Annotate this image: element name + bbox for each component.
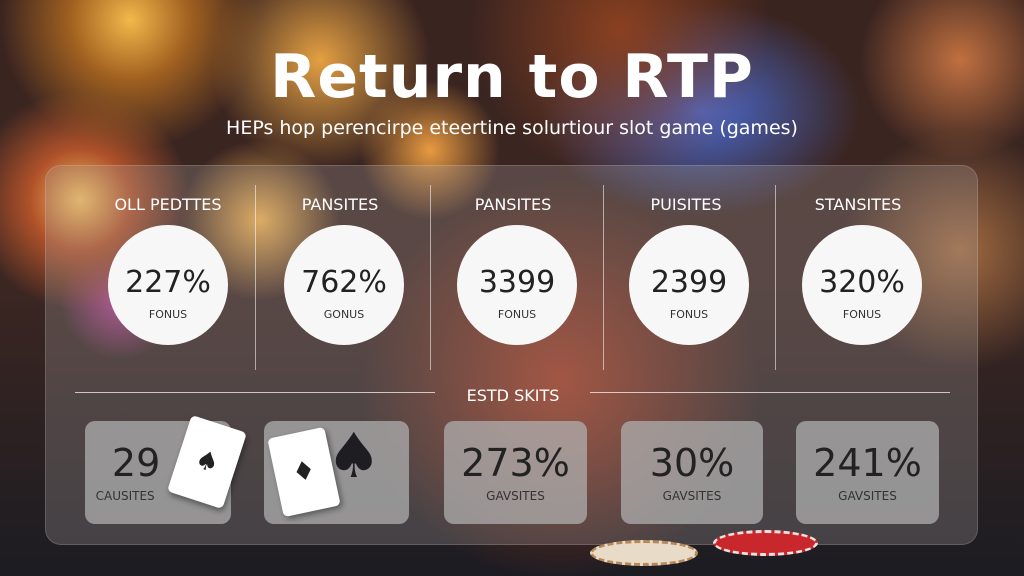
- spade-icon: ♠: [326, 419, 382, 492]
- card-label: GAVSITES: [662, 489, 722, 503]
- stat-label: FONUS: [497, 308, 537, 321]
- poker-chip-icon: [590, 540, 698, 566]
- stat-card: 30% GAVSITES: [621, 421, 763, 524]
- page-title: Return to RTP: [270, 42, 754, 112]
- column-heading: OLL PEDTTES: [114, 195, 222, 214]
- column-divider: [603, 185, 604, 370]
- stat-label: FONUS: [669, 308, 709, 321]
- card-value: 29: [111, 441, 161, 485]
- stat-value: 320%: [819, 265, 905, 300]
- rtp-stat-circle: 762% GONUS: [284, 225, 404, 345]
- rtp-stat-circle: 227% FONUS: [108, 225, 228, 345]
- card-label: CAUSITES: [95, 489, 155, 503]
- poker-chip-icon: [713, 530, 818, 556]
- column-heading: PANSITES: [474, 195, 552, 214]
- column-divider: [775, 185, 776, 370]
- page-subtitle: HEPs hop perencirpe eteertine solurtiour…: [226, 117, 798, 139]
- card-value: 30%: [649, 441, 735, 485]
- section-divider: [590, 392, 950, 393]
- section-divider: [75, 392, 435, 393]
- stat-card: 241% GAVSITES: [796, 421, 939, 524]
- card-label: GAVSITES: [838, 489, 897, 503]
- column-heading: PUISITES: [650, 195, 722, 214]
- card-label: GAVSITES: [486, 489, 545, 503]
- stat-label: FONUS: [148, 308, 188, 321]
- stat-value: 227%: [125, 265, 211, 300]
- stat-label: GONUS: [323, 308, 365, 321]
- stat-card: 273% GAVSITES: [444, 421, 587, 524]
- card-value: 273%: [461, 441, 570, 485]
- rtp-stat-circle: 320% FONUS: [802, 225, 922, 345]
- column-divider: [255, 185, 256, 370]
- column-divider: [430, 185, 431, 370]
- rtp-stat-circle: 2399 FONUS: [629, 225, 749, 345]
- column-heading: PANSITES: [301, 195, 379, 214]
- column-heading: STANSITES: [814, 195, 902, 214]
- stat-label: FONUS: [842, 308, 882, 321]
- stat-value: 3399: [478, 265, 556, 300]
- rtp-stat-circle: 3399 FONUS: [457, 225, 577, 345]
- stat-value: 2399: [650, 265, 728, 300]
- section-title: ESTD SKITS: [466, 386, 560, 405]
- stat-value: 762%: [301, 265, 387, 300]
- card-value: 241%: [813, 441, 922, 485]
